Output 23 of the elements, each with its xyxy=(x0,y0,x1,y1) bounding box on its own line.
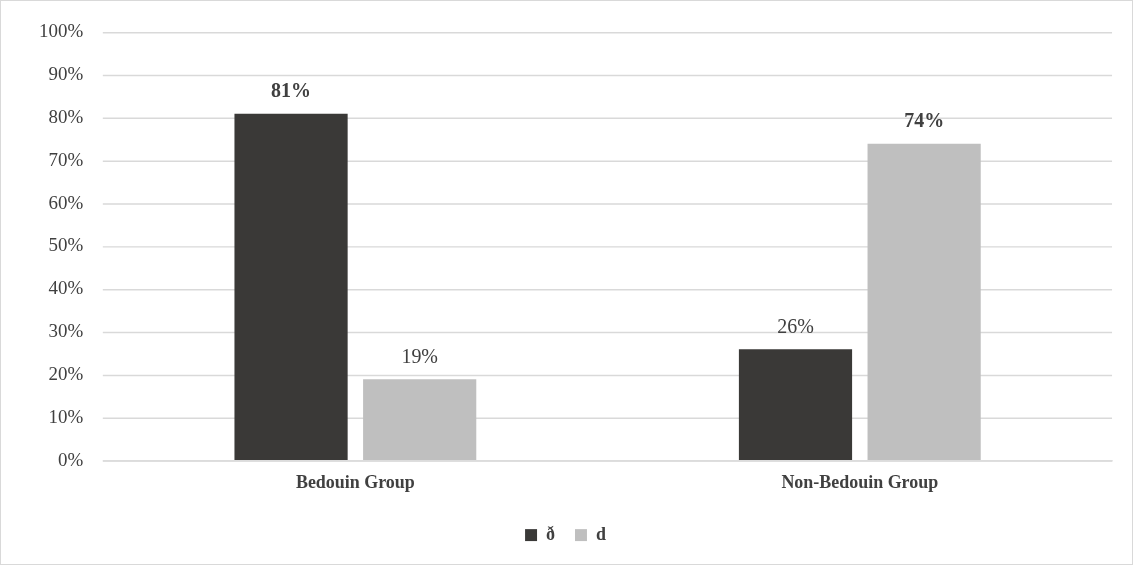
y-tick-label: 20% xyxy=(48,363,84,385)
bar xyxy=(867,143,981,461)
x-tick-label: Bedouin Group xyxy=(295,472,415,493)
data-label: 19% xyxy=(401,344,438,367)
data-label: 74% xyxy=(904,108,945,131)
bar xyxy=(363,379,477,461)
bar xyxy=(234,113,348,461)
y-tick-label: 30% xyxy=(48,320,84,342)
y-tick-label: 0% xyxy=(57,448,84,470)
legend-label: ð xyxy=(546,523,556,544)
y-tick-label: 90% xyxy=(48,63,84,85)
y-tick-label: 100% xyxy=(38,20,84,42)
x-tick-label: Non-Bedouin Group xyxy=(781,472,939,493)
y-tick-label: 80% xyxy=(48,105,84,127)
y-tick-label: 10% xyxy=(48,405,84,427)
legend-label: d xyxy=(595,523,606,544)
y-tick-label: 40% xyxy=(48,277,84,299)
y-tick-label: 60% xyxy=(48,191,84,213)
bar xyxy=(738,349,853,461)
y-tick-label: 50% xyxy=(48,234,84,256)
data-label: 81% xyxy=(271,78,312,101)
data-label: 26% xyxy=(777,314,814,337)
y-tick-label: 70% xyxy=(48,148,84,170)
